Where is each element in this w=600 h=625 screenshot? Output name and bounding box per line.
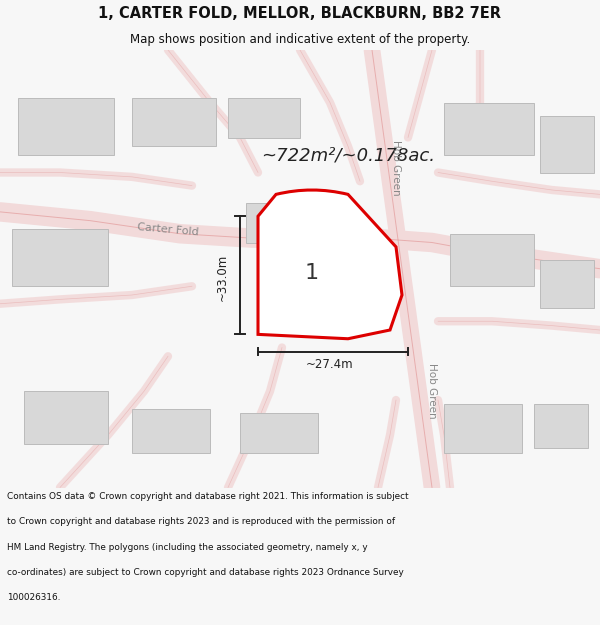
Bar <box>132 98 216 146</box>
PathPatch shape <box>258 190 402 339</box>
Bar <box>450 234 534 286</box>
Bar <box>228 98 300 138</box>
Bar <box>444 102 534 155</box>
Text: Hob Green: Hob Green <box>427 363 437 419</box>
Bar <box>540 260 594 308</box>
Bar <box>12 229 108 286</box>
Text: ~722m²/~0.178ac.: ~722m²/~0.178ac. <box>261 146 435 164</box>
Bar <box>246 203 312 242</box>
Text: ~33.0m: ~33.0m <box>215 254 229 301</box>
Text: 100026316.: 100026316. <box>7 593 61 602</box>
Text: co-ordinates) are subject to Crown copyright and database rights 2023 Ordnance S: co-ordinates) are subject to Crown copyr… <box>7 568 404 577</box>
Text: 1: 1 <box>305 263 319 283</box>
Bar <box>444 404 522 452</box>
Bar <box>240 413 318 452</box>
Text: Map shows position and indicative extent of the property.: Map shows position and indicative extent… <box>130 32 470 46</box>
Bar <box>132 409 210 452</box>
Text: Hob Green: Hob Green <box>391 140 401 196</box>
Text: ~27.4m: ~27.4m <box>306 359 354 371</box>
Bar <box>18 98 114 155</box>
Text: HM Land Registry. The polygons (including the associated geometry, namely x, y: HM Land Registry. The polygons (includin… <box>7 542 368 551</box>
Bar <box>534 404 588 448</box>
Text: Contains OS data © Crown copyright and database right 2021. This information is : Contains OS data © Crown copyright and d… <box>7 492 409 501</box>
Bar <box>540 116 594 172</box>
Text: 1, CARTER FOLD, MELLOR, BLACKBURN, BB2 7ER: 1, CARTER FOLD, MELLOR, BLACKBURN, BB2 7… <box>98 6 502 21</box>
Bar <box>24 391 108 444</box>
Text: Carter Fold: Carter Fold <box>137 222 199 237</box>
Text: to Crown copyright and database rights 2023 and is reproduced with the permissio: to Crown copyright and database rights 2… <box>7 517 395 526</box>
